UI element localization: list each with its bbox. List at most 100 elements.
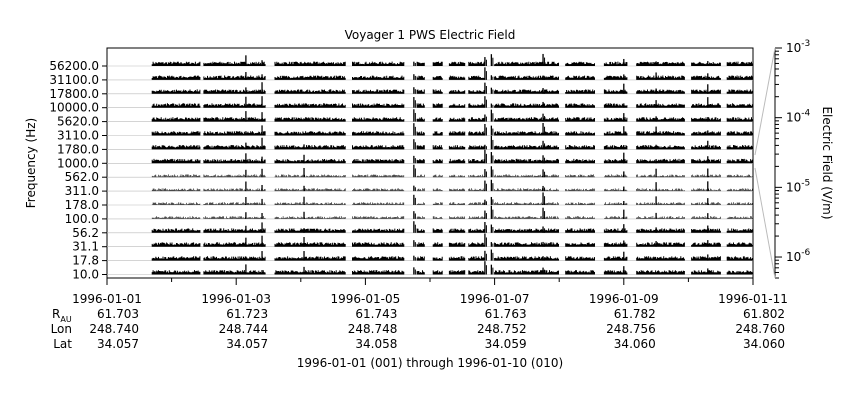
channel-trace xyxy=(448,117,466,122)
x-tick-label: 1996-01-09 xyxy=(589,292,659,306)
channel-trace xyxy=(691,61,721,66)
channel-trace xyxy=(565,270,595,275)
channel-trace xyxy=(352,228,405,233)
channel-trace xyxy=(416,228,425,233)
channel-trace xyxy=(203,61,266,66)
channel-trace xyxy=(691,242,721,247)
channel-trace xyxy=(203,158,266,164)
channel-trace xyxy=(203,256,266,261)
channel-trace xyxy=(603,228,628,233)
channel-trace xyxy=(726,188,753,192)
y-tick-label: 17800.0 xyxy=(49,87,99,101)
channel-trace xyxy=(274,61,346,66)
channel-trace xyxy=(494,188,559,192)
channel-trace xyxy=(448,242,466,247)
y-axis-label: Frequency (Hz) xyxy=(24,118,38,209)
channel-trace xyxy=(352,188,405,192)
channel-trace xyxy=(416,103,425,108)
channel-trace xyxy=(151,89,201,94)
x-tick-label: 1996-01-01 xyxy=(72,292,142,306)
channel-trace xyxy=(274,174,346,178)
channel-trace xyxy=(726,256,753,261)
channel-trace xyxy=(274,75,346,80)
channel-trace xyxy=(416,216,425,219)
channel-trace xyxy=(151,188,201,192)
channel-trace xyxy=(603,145,628,150)
y-tick-label: 311.0 xyxy=(65,184,99,198)
channel-trace xyxy=(432,89,443,94)
channel-trace xyxy=(726,174,753,178)
ephemeris-value-r_au: 61.703 xyxy=(97,307,139,321)
channel-trace xyxy=(468,216,485,219)
channel-trace xyxy=(494,75,559,80)
channel-trace xyxy=(432,131,443,136)
channel-trace xyxy=(726,158,753,164)
ephemeris-value-r_au: 61.802 xyxy=(743,307,785,321)
channel-trace xyxy=(352,256,405,261)
channel-trace xyxy=(352,174,405,178)
colorbar-tick-base: 10 xyxy=(786,180,801,194)
channel-trace xyxy=(468,188,485,192)
channel-trace xyxy=(416,117,425,122)
channel-trace xyxy=(203,103,266,108)
channel-trace xyxy=(151,75,201,80)
channel-trace xyxy=(274,270,346,275)
channel-trace xyxy=(352,270,405,275)
channel-trace xyxy=(468,131,485,136)
channel-trace xyxy=(636,158,685,164)
channel-trace xyxy=(352,61,405,66)
colorbar-tick-exponent: -5 xyxy=(801,178,810,188)
channel-trace xyxy=(636,202,685,205)
channel-trace xyxy=(151,117,201,122)
channel-trace xyxy=(416,145,425,150)
channel-trace xyxy=(352,216,405,219)
channel-trace xyxy=(636,216,685,219)
ephemeris-value-lon: 248.748 xyxy=(348,322,398,336)
channel-trace xyxy=(636,242,685,247)
channel-trace xyxy=(416,75,425,80)
y-tick-label: 562.0 xyxy=(65,170,99,184)
channel-trace xyxy=(636,75,685,80)
channel-trace xyxy=(151,145,201,150)
event-spikes xyxy=(245,53,709,275)
x-tick-label: 1996-01-03 xyxy=(201,292,271,306)
channel-trace xyxy=(726,242,753,247)
channel-trace xyxy=(448,131,466,136)
colorbar-connector-top xyxy=(754,47,776,156)
channel-trace xyxy=(449,188,465,192)
ephemeris-value-lon: 248.740 xyxy=(89,322,139,336)
y-tick-label: 10000.0 xyxy=(49,101,99,115)
channel-trace xyxy=(352,103,405,108)
channel-trace xyxy=(432,216,443,219)
channel-trace xyxy=(432,103,443,108)
channel-trace xyxy=(203,270,266,275)
channel-trace xyxy=(448,270,466,275)
channel-trace xyxy=(151,256,201,261)
colorbar-tick-base: 10 xyxy=(786,250,801,264)
channel-trace xyxy=(636,61,685,66)
ephemeris-value-r_au: 61.782 xyxy=(614,307,656,321)
channel-trace xyxy=(352,89,405,94)
channel-trace xyxy=(151,174,201,178)
channel-trace xyxy=(352,75,405,80)
channel-trace xyxy=(565,75,595,80)
channel-trace xyxy=(432,75,443,80)
channel-trace xyxy=(726,202,753,205)
channel-trace xyxy=(604,174,628,178)
channel-trace xyxy=(468,159,485,164)
channel-trace xyxy=(494,117,559,122)
ephemeris-value-lon: 248.752 xyxy=(477,322,527,336)
y-tick-label: 31.1 xyxy=(72,240,99,254)
channel-trace xyxy=(203,145,266,150)
channel-trace xyxy=(203,228,266,233)
channel-trace xyxy=(203,174,266,178)
ephemeris-value-lat: 34.059 xyxy=(485,337,527,351)
y-axis-ticks: 56200.031100.017800.010000.05620.03110.0… xyxy=(49,59,107,282)
channel-trace xyxy=(448,158,466,164)
channel-trace xyxy=(565,188,595,192)
channel-trace xyxy=(603,89,628,94)
channel-trace xyxy=(468,174,485,178)
channel-trace xyxy=(274,103,346,108)
ephem-label-lat: Lat xyxy=(53,337,72,351)
